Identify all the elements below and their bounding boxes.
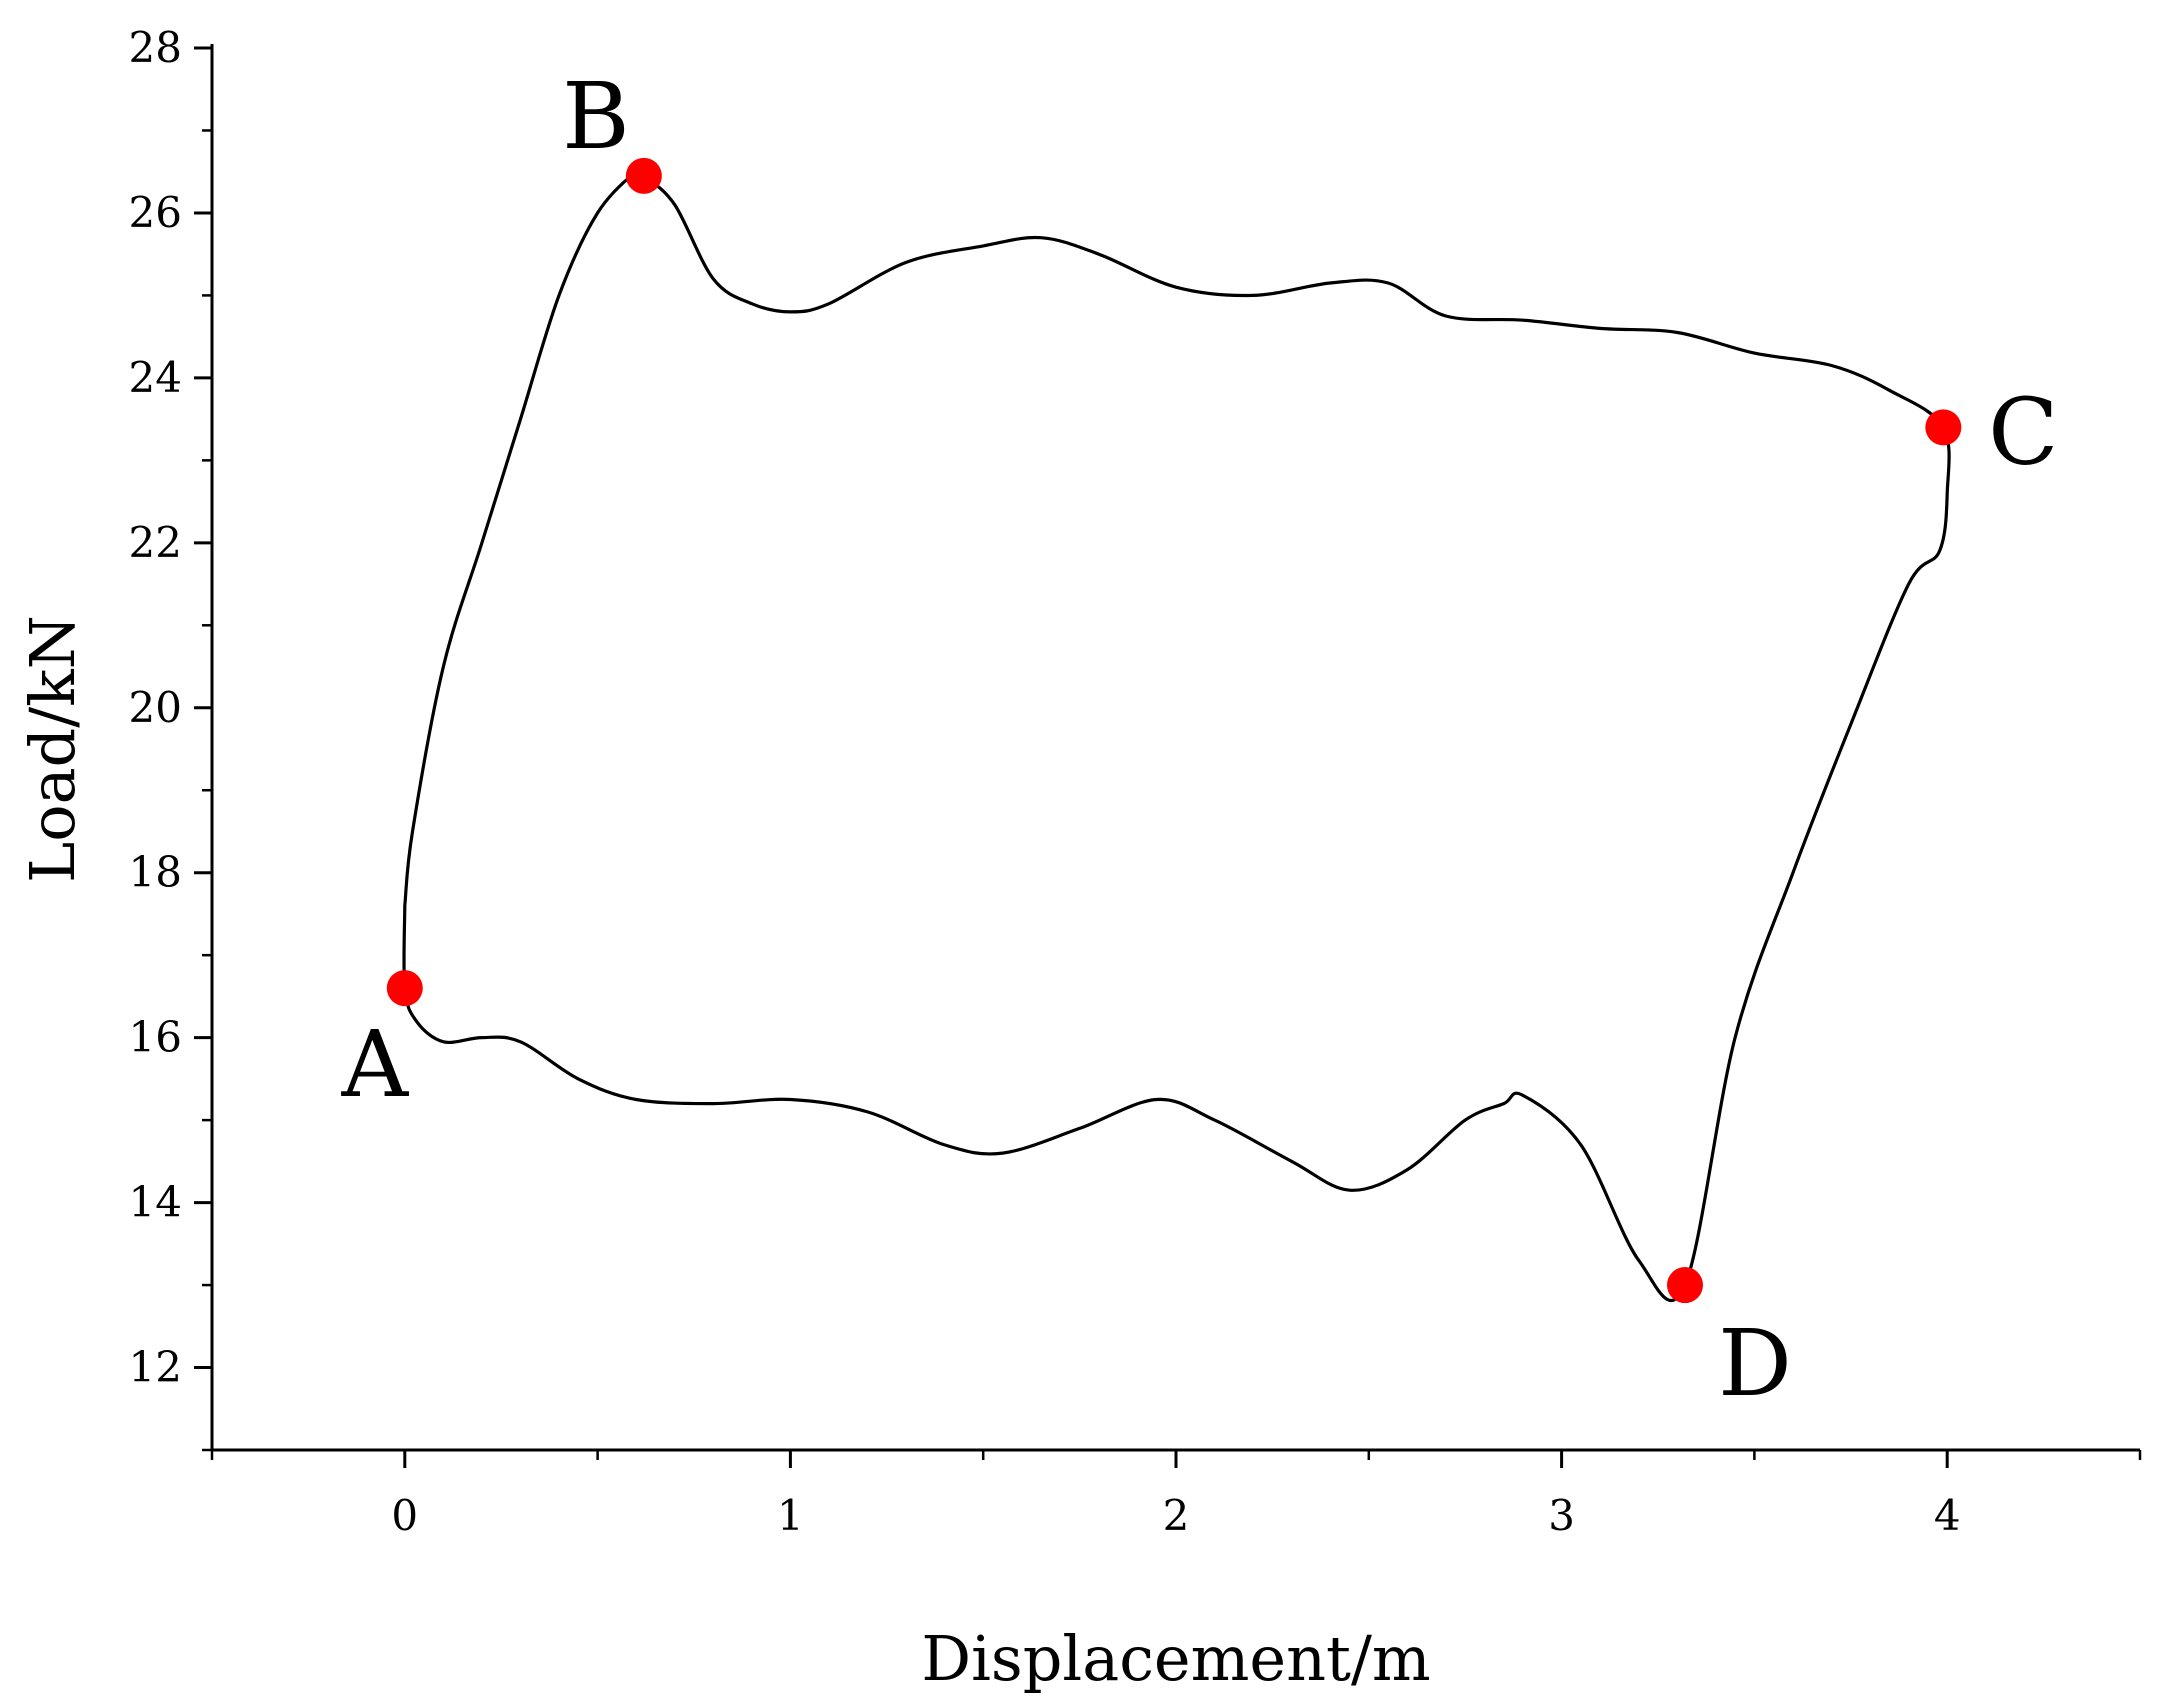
- point-label-d: D: [1718, 1310, 1792, 1417]
- y-tick-label: 22: [129, 518, 182, 567]
- point-markers: A B C D: [341, 63, 2059, 1417]
- y-tick-label: 28: [129, 23, 182, 72]
- y-tick-label: 18: [129, 848, 182, 897]
- x-tick-label: 3: [1548, 1491, 1575, 1540]
- x-axis-label: Displacement/m: [921, 1622, 1430, 1695]
- y-tick-label: 14: [129, 1178, 182, 1227]
- y-axis-ticks: 12 14 16 18 20 22 24 26 28: [129, 23, 212, 1452]
- x-tick-label: 1: [777, 1491, 804, 1540]
- axes: [210, 44, 2140, 1452]
- y-tick-label: 24: [129, 353, 182, 402]
- y-tick-label: 20: [129, 683, 182, 732]
- point-label-a: A: [341, 1011, 410, 1118]
- y-tick-label: 26: [129, 188, 182, 237]
- y-axis-label: Load/kN: [16, 615, 89, 883]
- x-tick-label: 2: [1163, 1491, 1190, 1540]
- point-marker-a: [386, 970, 423, 1007]
- point-marker-c: [1925, 409, 1962, 446]
- y-tick-label: 16: [129, 1013, 182, 1062]
- point-marker-d: [1666, 1267, 1703, 1304]
- x-tick-label: 4: [1934, 1491, 1961, 1540]
- series-line: [402, 167, 1951, 1303]
- x-tick-label: 0: [391, 1491, 418, 1540]
- x-axis-ticks: 0 1 2 3 4: [210, 1450, 2142, 1540]
- point-marker-b: [625, 157, 662, 194]
- point-label-c: C: [1988, 378, 2058, 485]
- point-label-b: B: [562, 63, 630, 170]
- y-tick-label: 12: [129, 1343, 182, 1392]
